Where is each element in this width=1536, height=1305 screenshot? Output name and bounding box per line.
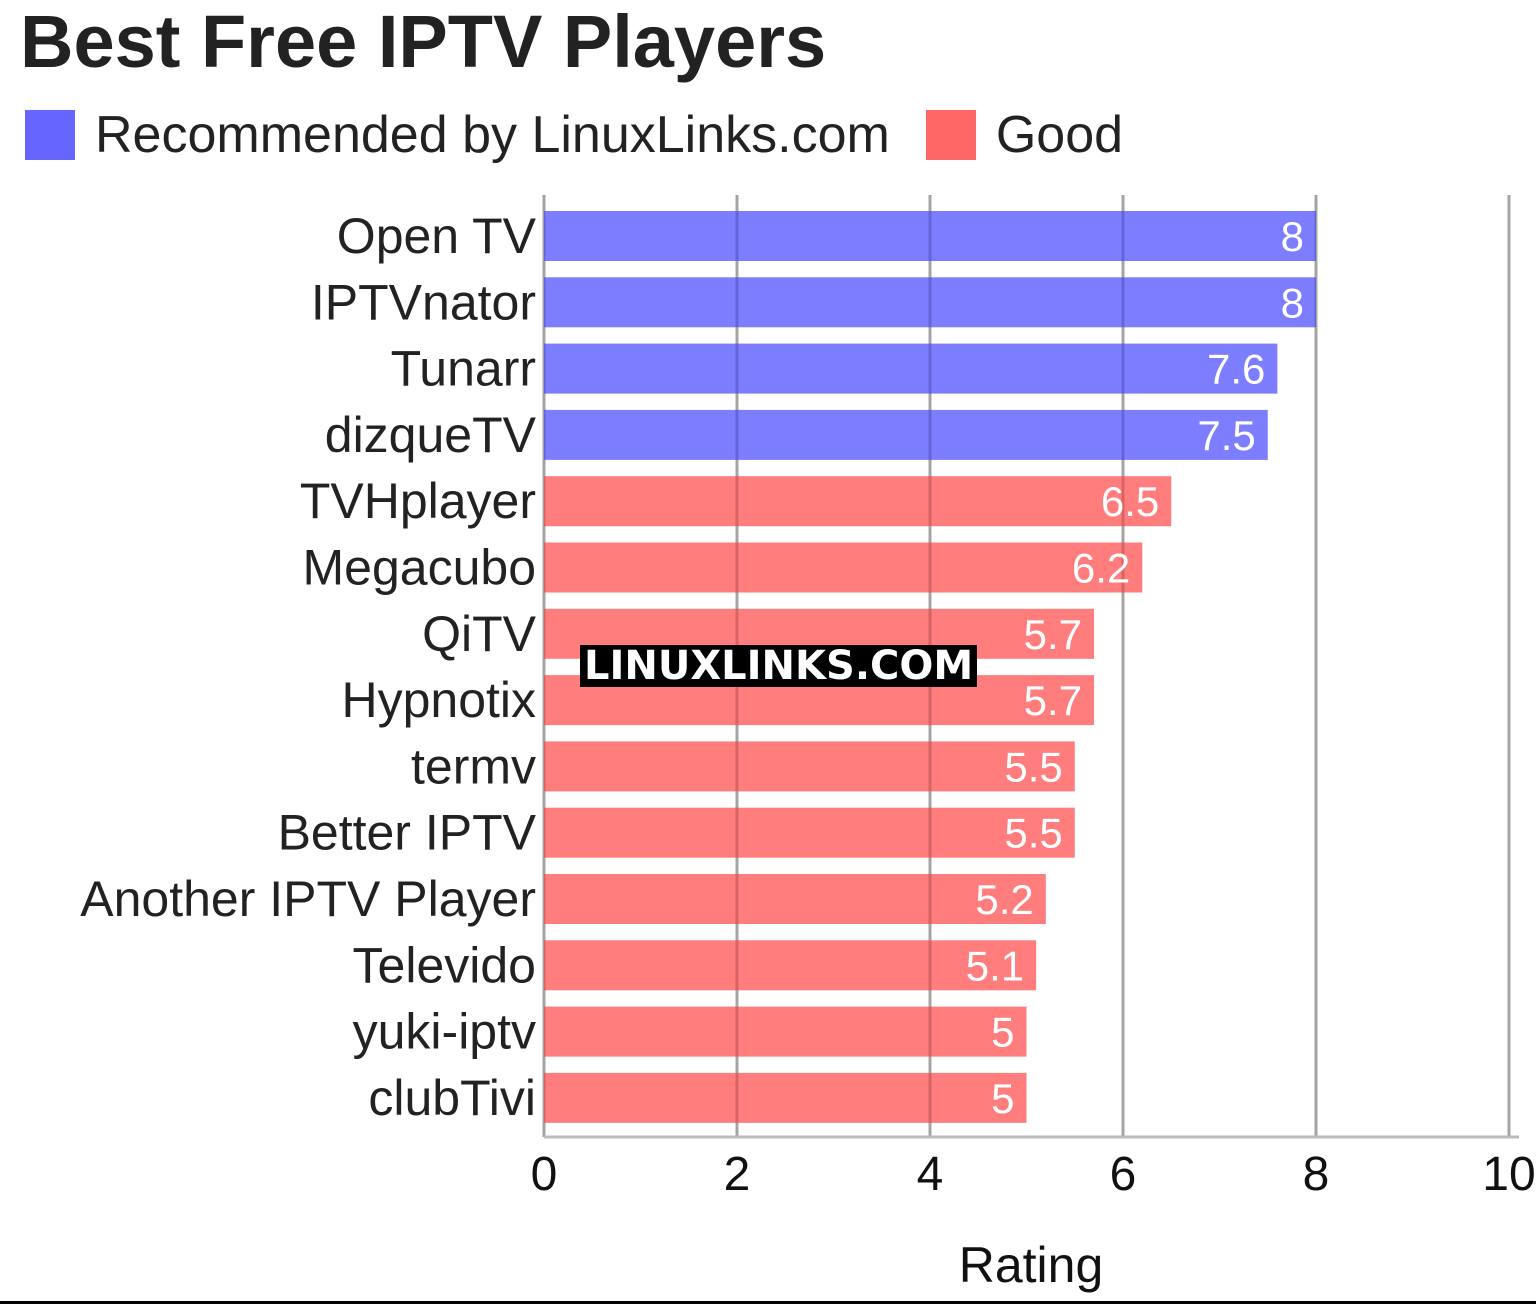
value-label: 5.7 xyxy=(1024,611,1082,658)
legend-item-good: Good xyxy=(925,106,1124,164)
bar xyxy=(544,874,1046,924)
value-label: 7.5 xyxy=(1197,412,1255,459)
bars xyxy=(542,195,1511,1137)
x-tick-label: 2 xyxy=(724,1148,751,1201)
bar xyxy=(544,807,1075,858)
bar xyxy=(544,741,1075,792)
category-label: termv xyxy=(411,738,536,794)
legend-item-recommended: Recommended by LinuxLinks.com xyxy=(25,108,890,162)
bar xyxy=(544,940,1037,991)
x-tick-label: 10 xyxy=(1482,1148,1535,1201)
value-label: 6.2 xyxy=(1072,545,1130,592)
category-label: Open TV xyxy=(337,208,537,264)
chart-title: Best Free IPTV Players xyxy=(20,0,827,83)
value-label: 7.6 xyxy=(1207,346,1265,393)
x-tick-label: 8 xyxy=(1303,1148,1330,1201)
x-tick-label: 4 xyxy=(917,1148,944,1201)
bar xyxy=(544,476,1172,527)
category-label: Televido xyxy=(353,937,536,993)
value-label: 6.5 xyxy=(1101,478,1159,525)
category-label: Another IPTV Player xyxy=(80,871,536,927)
value-label: 5 xyxy=(991,1009,1014,1056)
category-label: yuki-iptv xyxy=(353,1004,536,1060)
category-label: Hypnotix xyxy=(341,672,536,728)
category-label: Megacubo xyxy=(303,540,537,596)
bar xyxy=(544,409,1268,460)
x-axis-title: Rating xyxy=(959,1237,1104,1293)
value-label: 8 xyxy=(1281,213,1304,260)
bar xyxy=(544,343,1278,394)
category-label: clubTivi xyxy=(368,1070,536,1126)
x-tick-label: 0 xyxy=(531,1148,558,1201)
value-label: 5.5 xyxy=(1004,810,1062,857)
legend-label-recommended: Recommended by LinuxLinks.com xyxy=(95,106,890,164)
category-label: TVHplayer xyxy=(300,473,536,529)
legend: Recommended by LinuxLinks.com Good xyxy=(25,108,1159,162)
x-tick-label: 6 xyxy=(1110,1148,1137,1201)
legend-label-good: Good xyxy=(995,106,1124,164)
value-label: 8 xyxy=(1281,279,1304,326)
bar xyxy=(544,1006,1027,1057)
category-labels: Open TV IPTVnator Tunarr dizqueTV TVHplayer M… xyxy=(80,208,536,1126)
legend-swatch-recommended xyxy=(25,110,75,160)
value-label: 5.2 xyxy=(975,876,1033,923)
watermark-logo: LINUXLINKS.COM xyxy=(580,645,978,687)
category-label: QiTV xyxy=(422,606,537,662)
category-label: Tunarr xyxy=(391,341,536,397)
bar xyxy=(544,211,1316,261)
category-label: IPTVnator xyxy=(311,274,536,330)
value-label: 5.5 xyxy=(1004,743,1062,790)
value-label: 5.7 xyxy=(1024,677,1082,724)
category-label: Better IPTV xyxy=(278,805,537,861)
category-label: dizqueTV xyxy=(325,407,537,463)
value-label: 5.1 xyxy=(966,942,1024,989)
bar xyxy=(544,1072,1027,1123)
bottom-rule xyxy=(0,1301,1536,1304)
value-labels: 8 8 7.6 7.5 6.5 6.2 5.7 5.7 5.5 5.5 5.2 5.1 5 5 xyxy=(966,213,1304,1122)
bar xyxy=(544,542,1143,593)
value-label: 5 xyxy=(991,1075,1014,1122)
x-axis: 0 2 4 6 8 10 xyxy=(531,1135,1536,1201)
legend-swatch-good xyxy=(925,110,976,160)
bar xyxy=(544,277,1316,328)
